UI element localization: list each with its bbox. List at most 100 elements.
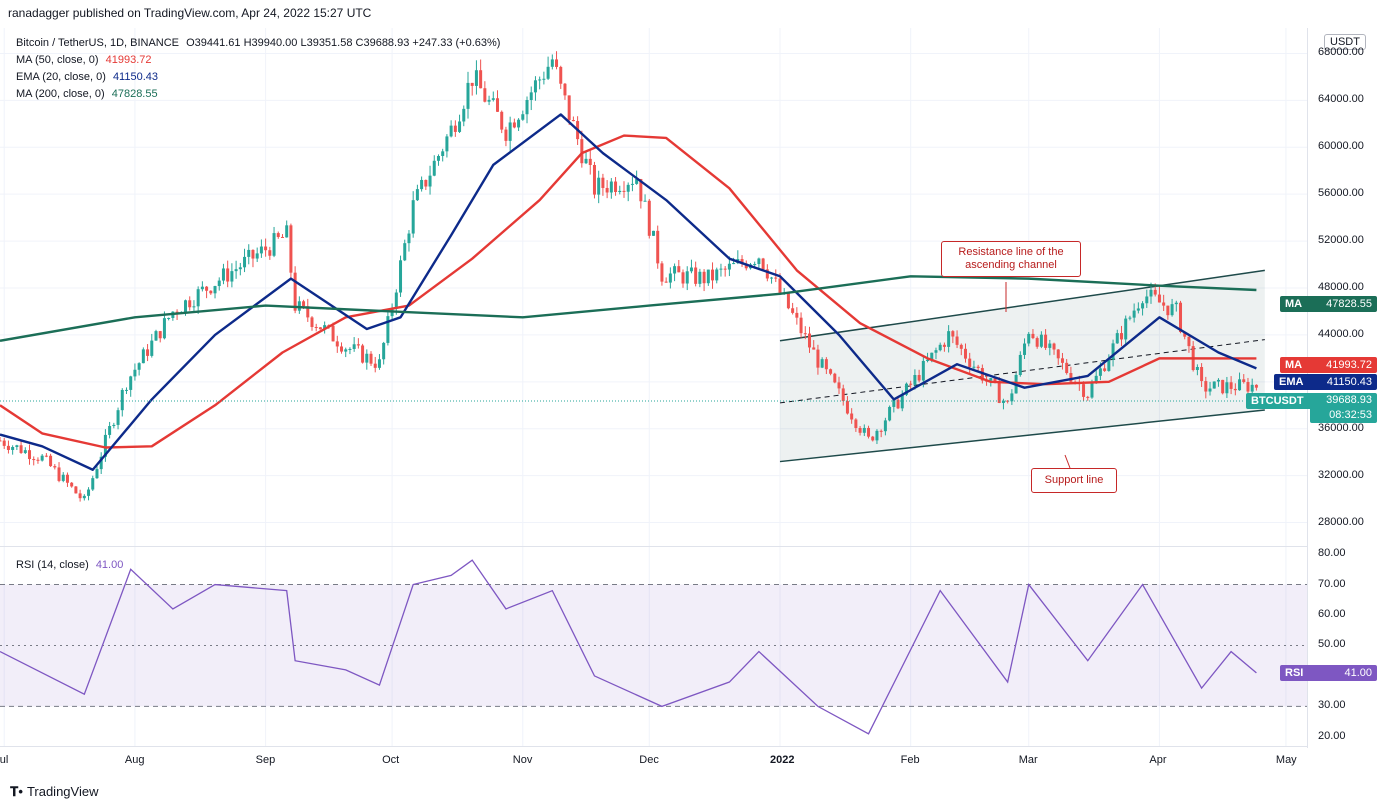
candle-body (205, 286, 209, 291)
support-annotation: Support line (1031, 468, 1117, 493)
candle-body (243, 256, 247, 268)
candle-body (926, 359, 930, 361)
candle-body (550, 59, 554, 67)
price-pill-value: 39688.93 (1326, 394, 1372, 406)
rsi-axis-label: 60.00 (1318, 608, 1346, 620)
candle-body (1103, 368, 1107, 371)
candle-body (491, 98, 495, 100)
candle-body (816, 349, 820, 368)
candle-body (807, 333, 811, 348)
candle-body (689, 267, 693, 272)
candle-body (314, 326, 318, 328)
candle-body (1221, 379, 1225, 394)
candle-body (1170, 304, 1174, 316)
candle-body (605, 187, 609, 193)
candle-body (770, 277, 774, 279)
candle-body (673, 266, 677, 274)
rsi-series-line (0, 559, 1257, 735)
candle-body (778, 278, 782, 293)
candle-body (40, 455, 44, 461)
candle-body (382, 342, 386, 360)
candle-body (799, 317, 803, 334)
rsi-axis-label: 80.00 (1318, 547, 1346, 560)
candle-body (845, 401, 849, 414)
legend-ema20-label: EMA (20, close, 0) (16, 71, 106, 83)
ma200-pill: MA 47828.55 (1280, 296, 1377, 312)
price-axis-label: 44000.00 (1318, 327, 1364, 340)
candle-body (951, 331, 955, 337)
candle-body (571, 120, 575, 122)
candle-body (124, 389, 128, 391)
support-pointer (1064, 454, 1071, 469)
candle-body (154, 331, 158, 341)
candle-body (251, 249, 255, 259)
ma200-pill-tag: MA (1285, 298, 1303, 310)
candle-body (1204, 381, 1208, 392)
candle-body (53, 466, 57, 468)
candle-body (1018, 354, 1022, 375)
candle-body (129, 376, 133, 390)
candle-body (95, 469, 99, 479)
legend-symbol-row: Bitcoin / TetherUS, 1D, BINANCE O39441.6… (16, 36, 500, 50)
candle-body (1136, 308, 1140, 311)
candle-body (719, 268, 723, 270)
candle-body (188, 300, 192, 308)
candle-body (867, 427, 871, 437)
candle-body (879, 430, 883, 432)
time-axis-label: Jul (0, 754, 9, 766)
candle-body (377, 359, 381, 368)
candle-body (896, 399, 900, 409)
candle-body (209, 290, 213, 294)
candle-body (340, 346, 344, 352)
rsi-panel (0, 584, 1307, 707)
candle-body (158, 331, 162, 339)
time-axis-label: May (1275, 754, 1297, 766)
time-axis-label: Feb (900, 754, 920, 766)
channel-fill (779, 270, 1265, 462)
candle-body (740, 259, 744, 264)
candle-body (1119, 333, 1123, 340)
candle-body (306, 306, 310, 318)
candle-body (639, 179, 643, 202)
candle-body (1056, 349, 1060, 359)
candle-body (0, 440, 2, 442)
candle-body (1094, 375, 1098, 384)
candle-body (626, 184, 630, 192)
candle-body (1010, 393, 1014, 402)
candle-body (930, 352, 934, 360)
candle-body (99, 456, 103, 470)
candle-body (601, 177, 605, 188)
rsi-pill-tag: RSI (1285, 667, 1304, 679)
candle-body (112, 424, 116, 427)
candle-body (146, 349, 150, 356)
candle-body (365, 353, 369, 363)
candle-body (373, 363, 377, 368)
candle-body (356, 344, 360, 346)
candle-body (91, 478, 95, 490)
candle-body (407, 233, 411, 244)
rsi-legend-value: 41.00 (95, 559, 124, 571)
candle-body (761, 258, 765, 270)
candle-body (980, 368, 984, 381)
ma50-pill-value: 41993.72 (1326, 359, 1372, 371)
candle-body (888, 406, 892, 421)
candle-body (19, 445, 23, 453)
candle-body (150, 340, 154, 356)
candle-body (664, 281, 668, 283)
candle-body (428, 175, 432, 187)
candle-body (685, 271, 689, 284)
legend-ma50-label: MA (50, close, 0) (16, 54, 99, 66)
ma200-line (0, 275, 1257, 342)
candle-body (517, 119, 521, 128)
candle-body (942, 344, 946, 347)
candle-body (694, 267, 698, 284)
currency-button[interactable]: USDT (1324, 34, 1366, 50)
candle-body (264, 246, 268, 251)
candle-body (1115, 333, 1119, 344)
candle-body (32, 459, 36, 461)
footer-brand-label: TradingView (26, 784, 99, 799)
ascending-channel (779, 269, 1265, 469)
candle-body (765, 269, 769, 279)
candle-body (900, 394, 904, 409)
